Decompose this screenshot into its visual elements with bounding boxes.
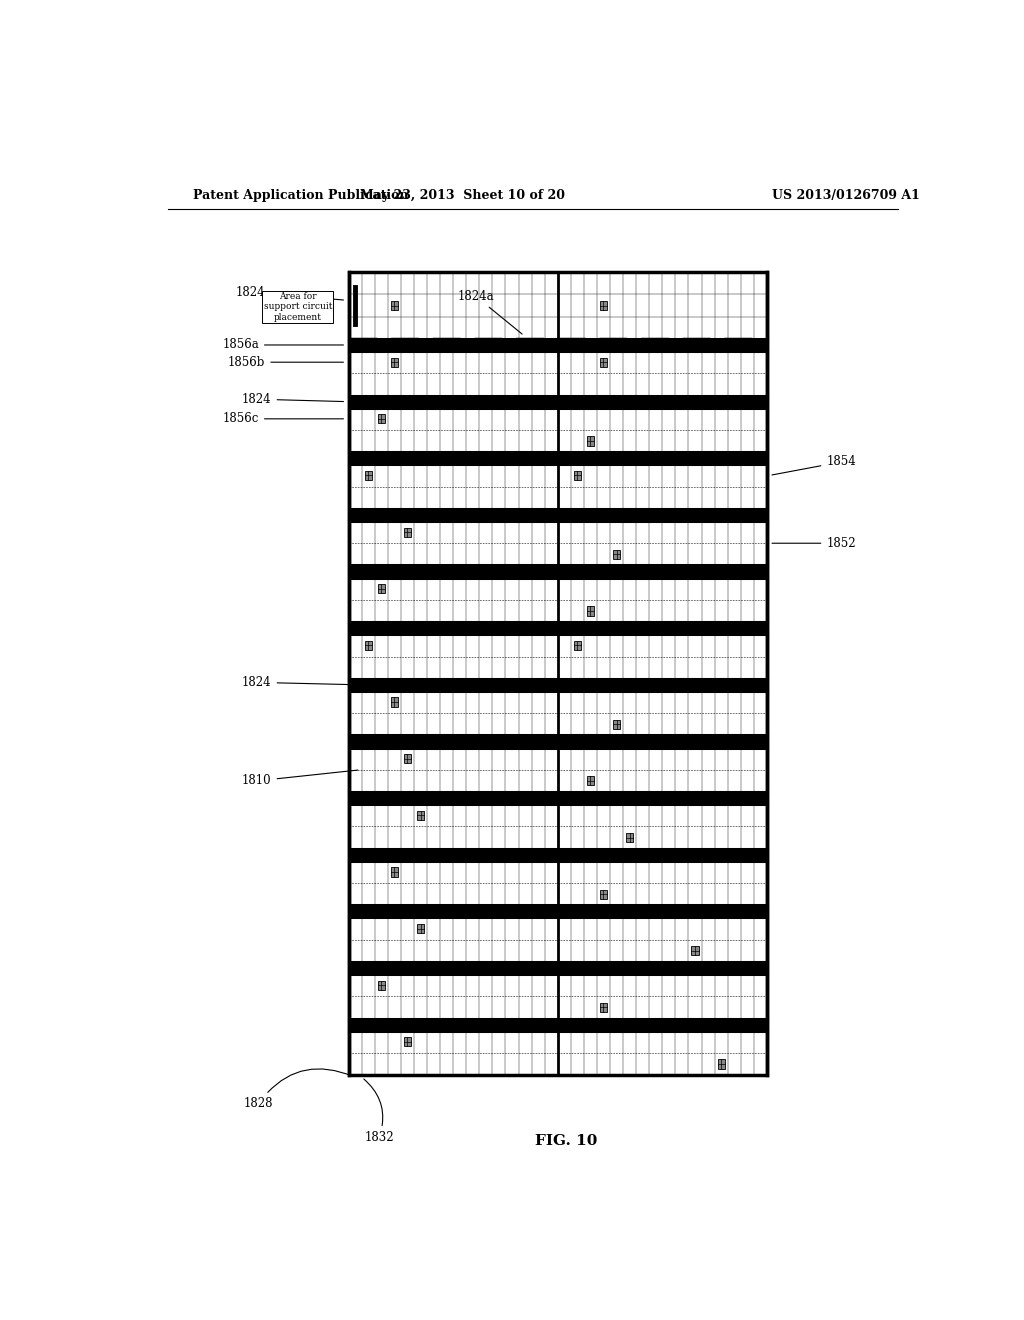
Text: Patent Application Publication: Patent Application Publication bbox=[194, 189, 409, 202]
Text: May 23, 2013  Sheet 10 of 20: May 23, 2013 Sheet 10 of 20 bbox=[360, 189, 565, 202]
Text: US 2013/0126709 A1: US 2013/0126709 A1 bbox=[772, 189, 920, 202]
Bar bbox=[600, 1003, 607, 1012]
Bar bbox=[348, 622, 767, 635]
Bar bbox=[403, 528, 411, 537]
Bar bbox=[573, 471, 581, 480]
Bar bbox=[417, 924, 424, 933]
Bar bbox=[378, 585, 385, 594]
Bar bbox=[365, 640, 372, 649]
Bar bbox=[600, 358, 607, 367]
Bar bbox=[587, 437, 594, 446]
Bar bbox=[348, 565, 767, 578]
Bar bbox=[391, 697, 398, 706]
Bar bbox=[718, 1060, 725, 1069]
Bar bbox=[378, 981, 385, 990]
Text: 1856c: 1856c bbox=[222, 412, 343, 425]
Bar bbox=[403, 1038, 411, 1047]
Bar bbox=[348, 849, 767, 861]
Text: 1856b: 1856b bbox=[228, 355, 343, 368]
Text: 1824: 1824 bbox=[242, 676, 357, 689]
Text: FIG. 10: FIG. 10 bbox=[535, 1134, 597, 1148]
Bar bbox=[391, 301, 398, 310]
Bar bbox=[613, 549, 621, 558]
Text: Area for
support circuit
placement: Area for support circuit placement bbox=[263, 292, 332, 322]
Bar bbox=[348, 962, 767, 974]
Bar bbox=[391, 358, 398, 367]
Bar bbox=[348, 453, 767, 465]
Bar bbox=[403, 754, 411, 763]
Bar bbox=[348, 906, 767, 917]
Text: 1824: 1824 bbox=[236, 285, 343, 300]
Bar bbox=[626, 833, 633, 842]
Bar bbox=[391, 867, 398, 876]
Bar bbox=[348, 396, 767, 408]
Bar bbox=[417, 810, 424, 820]
Bar bbox=[600, 890, 607, 899]
Text: 1852: 1852 bbox=[772, 537, 856, 549]
Bar bbox=[587, 776, 594, 785]
Bar bbox=[600, 301, 607, 310]
Bar bbox=[365, 471, 372, 480]
Text: 1810: 1810 bbox=[242, 770, 357, 788]
Text: 1828: 1828 bbox=[244, 1069, 352, 1110]
Bar bbox=[348, 272, 767, 1076]
Bar bbox=[613, 719, 621, 729]
Bar bbox=[348, 508, 767, 521]
Text: 1856a: 1856a bbox=[222, 338, 343, 351]
Bar bbox=[378, 414, 385, 424]
Bar bbox=[348, 339, 767, 351]
Bar bbox=[348, 792, 767, 804]
Bar bbox=[348, 1019, 767, 1031]
Text: 1824a: 1824a bbox=[458, 289, 522, 334]
Bar bbox=[573, 640, 581, 649]
Bar bbox=[348, 272, 767, 1076]
Text: 1824: 1824 bbox=[242, 392, 343, 405]
Text: 1854: 1854 bbox=[772, 455, 856, 475]
Text: 1832: 1832 bbox=[364, 1078, 394, 1144]
Bar bbox=[587, 606, 594, 615]
Bar bbox=[348, 678, 767, 690]
Bar bbox=[691, 946, 698, 956]
Bar bbox=[348, 735, 767, 747]
